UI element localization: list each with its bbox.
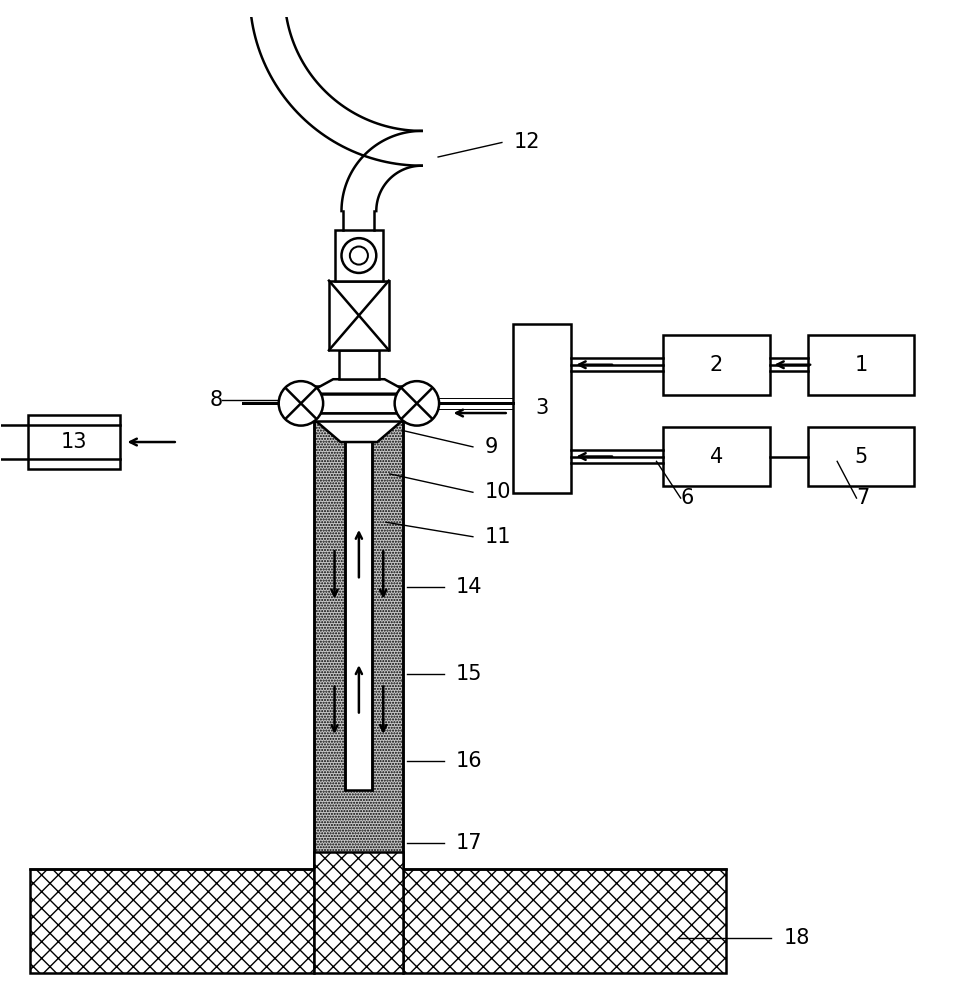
Bar: [663, 335, 769, 395]
Text: 3: 3: [536, 398, 549, 418]
Bar: [334, 230, 383, 281]
Bar: [338, 350, 379, 379]
Bar: [403, 869, 726, 973]
Text: 18: 18: [784, 928, 810, 948]
Bar: [808, 427, 915, 486]
Bar: [345, 386, 372, 790]
Polygon shape: [307, 413, 411, 442]
Bar: [328, 281, 389, 350]
Text: 16: 16: [455, 751, 483, 771]
Text: 2: 2: [709, 355, 723, 375]
Bar: [315, 852, 403, 973]
Text: 9: 9: [484, 437, 498, 457]
Text: 4: 4: [709, 447, 723, 467]
Bar: [808, 335, 915, 395]
Circle shape: [394, 381, 439, 426]
Bar: [514, 324, 572, 493]
Text: 11: 11: [484, 527, 511, 547]
Circle shape: [279, 381, 323, 426]
Polygon shape: [307, 379, 411, 394]
Bar: [310, 413, 408, 421]
Text: 10: 10: [484, 482, 511, 502]
Bar: [30, 869, 315, 973]
Text: 8: 8: [209, 390, 222, 410]
Text: 6: 6: [680, 488, 694, 508]
Text: 7: 7: [857, 488, 870, 508]
Circle shape: [350, 247, 368, 265]
Bar: [301, 394, 417, 413]
Text: 12: 12: [514, 132, 540, 152]
Text: 15: 15: [455, 664, 482, 684]
Bar: [663, 427, 769, 486]
Circle shape: [341, 238, 376, 273]
Text: 17: 17: [455, 833, 482, 853]
Bar: [28, 415, 120, 469]
Bar: [315, 386, 403, 869]
Text: 1: 1: [855, 355, 868, 375]
Text: 5: 5: [855, 447, 868, 467]
Text: 13: 13: [61, 432, 87, 452]
Text: 14: 14: [455, 577, 482, 597]
